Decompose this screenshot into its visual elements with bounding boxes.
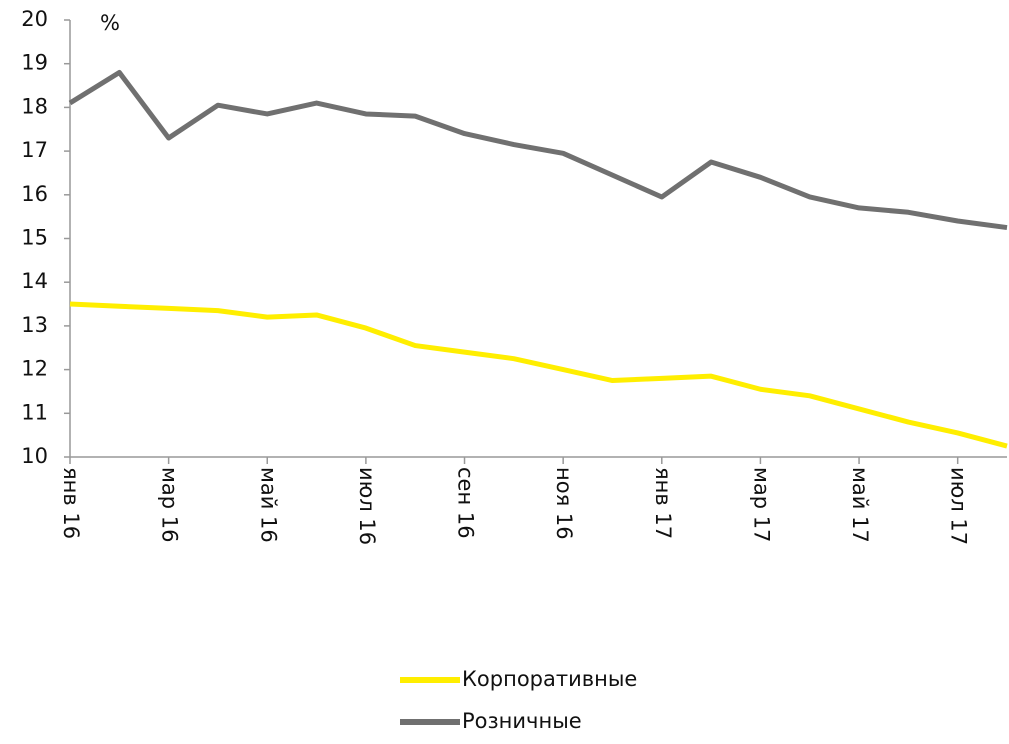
y-tick-label: 15 — [21, 226, 48, 250]
y-tick-label: 19 — [21, 51, 48, 75]
x-tick-label: мар 16 — [158, 467, 182, 542]
series-line — [68, 69, 1008, 231]
x-tick-label: июл 16 — [355, 467, 379, 545]
y-tick-label: 20 — [21, 7, 48, 31]
legend-label: Розничные — [462, 709, 582, 733]
legend-label: Корпоративные — [462, 667, 637, 691]
x-tick-label: май 17 — [848, 467, 872, 543]
y-tick-label: 18 — [21, 94, 48, 118]
y-tick-label: 17 — [21, 138, 48, 162]
x-tick-label: мар 17 — [749, 467, 773, 542]
x-tick-label: янв 17 — [651, 467, 675, 539]
x-tick-label: май 16 — [256, 467, 280, 543]
y-unit-label: % — [100, 11, 120, 35]
x-tick-label: янв 16 — [59, 467, 83, 539]
y-tick-label: 11 — [21, 400, 48, 424]
x-tick-label: ноя 16 — [552, 467, 576, 540]
y-tick-label: 13 — [21, 313, 48, 337]
y-tick-label: 14 — [21, 269, 48, 293]
y-tick-label: 12 — [21, 357, 48, 381]
series-line — [69, 301, 1008, 449]
y-tick-label: 10 — [21, 444, 48, 468]
x-tick-label: сен 16 — [454, 467, 478, 539]
x-tick-label: июл 17 — [947, 467, 971, 545]
y-tick-label: 16 — [21, 182, 48, 206]
